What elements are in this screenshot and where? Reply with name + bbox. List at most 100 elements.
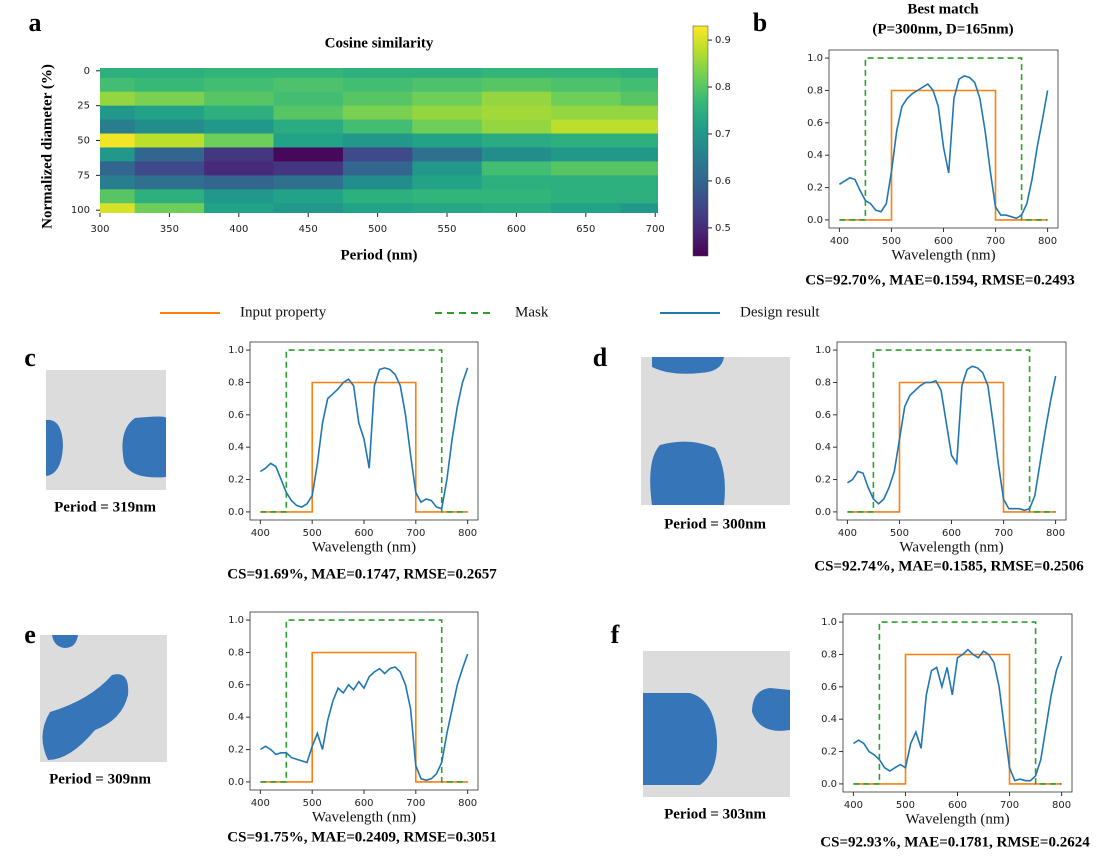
heatmap-cell bbox=[551, 203, 622, 213]
heatmap-cell bbox=[551, 189, 622, 204]
y-tick-label: 0.6 bbox=[228, 680, 244, 691]
heatmap-cell bbox=[273, 91, 344, 107]
heatmap-cell bbox=[551, 68, 622, 79]
x-tick-label: 400 bbox=[844, 800, 863, 811]
heatmap-cell bbox=[100, 203, 136, 213]
y-tick-label: 0.8 bbox=[228, 647, 244, 658]
heatmap-cell bbox=[204, 147, 275, 162]
y-tick-label: 0.2 bbox=[815, 475, 831, 486]
x-tick-label: 800 bbox=[1052, 800, 1071, 811]
heatmap-cell bbox=[342, 105, 413, 121]
x-tick-label: 700 bbox=[1000, 800, 1019, 811]
y-tick-label: 0.2 bbox=[807, 183, 823, 194]
series-line bbox=[847, 381, 1056, 513]
period-label: Period = 300nm bbox=[664, 516, 766, 532]
y-tick-label: 0.8 bbox=[821, 649, 837, 660]
heatmap-cell bbox=[620, 203, 658, 213]
y-tick-label: 0.0 bbox=[815, 507, 831, 518]
x-tick-label: 400 bbox=[830, 236, 849, 247]
heatmap-cell bbox=[204, 189, 275, 204]
unit-cell-e bbox=[40, 635, 167, 762]
heatmap-cell bbox=[412, 189, 483, 204]
heatmap-cell bbox=[100, 189, 136, 204]
y-tick-label: 100 bbox=[71, 205, 90, 216]
heatmap-cell bbox=[134, 189, 205, 204]
series-line bbox=[839, 57, 1048, 221]
heatmap-cell bbox=[481, 203, 552, 213]
heatmap-cell bbox=[481, 189, 552, 204]
heatmap-cell bbox=[481, 91, 552, 107]
panel-letter: b bbox=[753, 8, 767, 37]
y-tick-label: 0.6 bbox=[807, 118, 823, 129]
y-tick-label: 0.6 bbox=[815, 410, 831, 421]
heatmap-cell bbox=[204, 91, 275, 107]
x-tick-label: 400 bbox=[251, 528, 270, 539]
heatmap bbox=[100, 68, 658, 213]
colorbar-tick-label: 0.7 bbox=[715, 129, 731, 140]
series-line bbox=[259, 367, 469, 510]
heatmap-cell bbox=[412, 105, 483, 121]
heatmap-cell bbox=[620, 68, 658, 79]
metrics: CS=92.93%, MAE=0.1781, RMSE=0.2624 bbox=[820, 834, 1090, 850]
x-tick-label: 400 bbox=[229, 224, 248, 235]
series-line bbox=[260, 381, 468, 513]
series-line bbox=[259, 653, 469, 782]
heatmap-cell bbox=[342, 189, 413, 204]
heatmap-cell bbox=[204, 105, 275, 121]
y-tick-label: 0.6 bbox=[228, 410, 244, 421]
heatmap-cell bbox=[620, 133, 658, 148]
heatmap-cell bbox=[273, 119, 344, 135]
legend: Input property Mask Design result bbox=[160, 304, 820, 320]
metrics: CS=92.70%, MAE=0.1594, RMSE=0.2493 bbox=[805, 272, 1074, 288]
y-tick-label: 75 bbox=[77, 170, 90, 181]
series-line bbox=[260, 651, 468, 783]
x-tick-label: 600 bbox=[354, 528, 373, 539]
plot-frame bbox=[836, 341, 1067, 521]
heatmap-cell bbox=[481, 105, 552, 121]
chart-title: Cosine similarity bbox=[325, 35, 434, 51]
x-tick-label: 700 bbox=[986, 236, 1005, 247]
chart-subtitle: (P=300nm, D=165nm) bbox=[872, 21, 1013, 37]
heatmap-cell bbox=[273, 175, 344, 190]
heatmap-cell bbox=[342, 68, 413, 79]
x-tick-label: 600 bbox=[942, 528, 961, 539]
heatmap-cell bbox=[481, 119, 552, 135]
heatmap-cell bbox=[100, 91, 136, 107]
x-tick-label: 500 bbox=[896, 800, 915, 811]
heatmap-cell bbox=[204, 161, 275, 176]
x-tick-label: 700 bbox=[994, 528, 1013, 539]
chart-title: Best match bbox=[907, 1, 979, 17]
x-tick-label: 600 bbox=[934, 236, 953, 247]
heatmap-cell bbox=[273, 77, 344, 93]
heatmap-cell bbox=[100, 133, 136, 148]
x-tick-label: 350 bbox=[160, 224, 179, 235]
series-line bbox=[838, 75, 1049, 220]
heatmap-cell bbox=[481, 161, 552, 176]
series-line bbox=[852, 648, 1063, 782]
x-axis-label: Wavelength (nm) bbox=[312, 809, 416, 825]
heatmap-cell bbox=[551, 119, 622, 135]
heatmap-cell bbox=[273, 189, 344, 204]
heatmap-cell bbox=[412, 68, 483, 79]
heatmap-cell bbox=[481, 68, 552, 79]
panel-letter: f bbox=[611, 620, 620, 649]
heatmap-cell bbox=[342, 77, 413, 93]
panel-letter: c bbox=[24, 343, 36, 372]
heatmap-cell bbox=[620, 147, 658, 162]
heatmap-cell bbox=[273, 147, 344, 162]
heatmap-cell bbox=[204, 175, 275, 190]
series-line bbox=[853, 621, 1062, 785]
y-tick-label: 0.4 bbox=[821, 714, 837, 725]
heatmap-cell bbox=[134, 119, 205, 135]
unit-cell-f bbox=[643, 651, 790, 797]
unit-cell-c bbox=[46, 370, 166, 490]
heatmap-cell bbox=[620, 189, 658, 204]
heatmap-cell bbox=[100, 105, 136, 121]
x-axis-label: Wavelength (nm) bbox=[891, 247, 995, 263]
series-line bbox=[260, 349, 468, 513]
period-label: Period = 309nm bbox=[49, 771, 151, 787]
heatmap-cell bbox=[620, 105, 658, 121]
x-tick-label: 500 bbox=[890, 528, 909, 539]
heatmap-cell bbox=[342, 91, 413, 107]
heatmap-cell bbox=[481, 175, 552, 190]
